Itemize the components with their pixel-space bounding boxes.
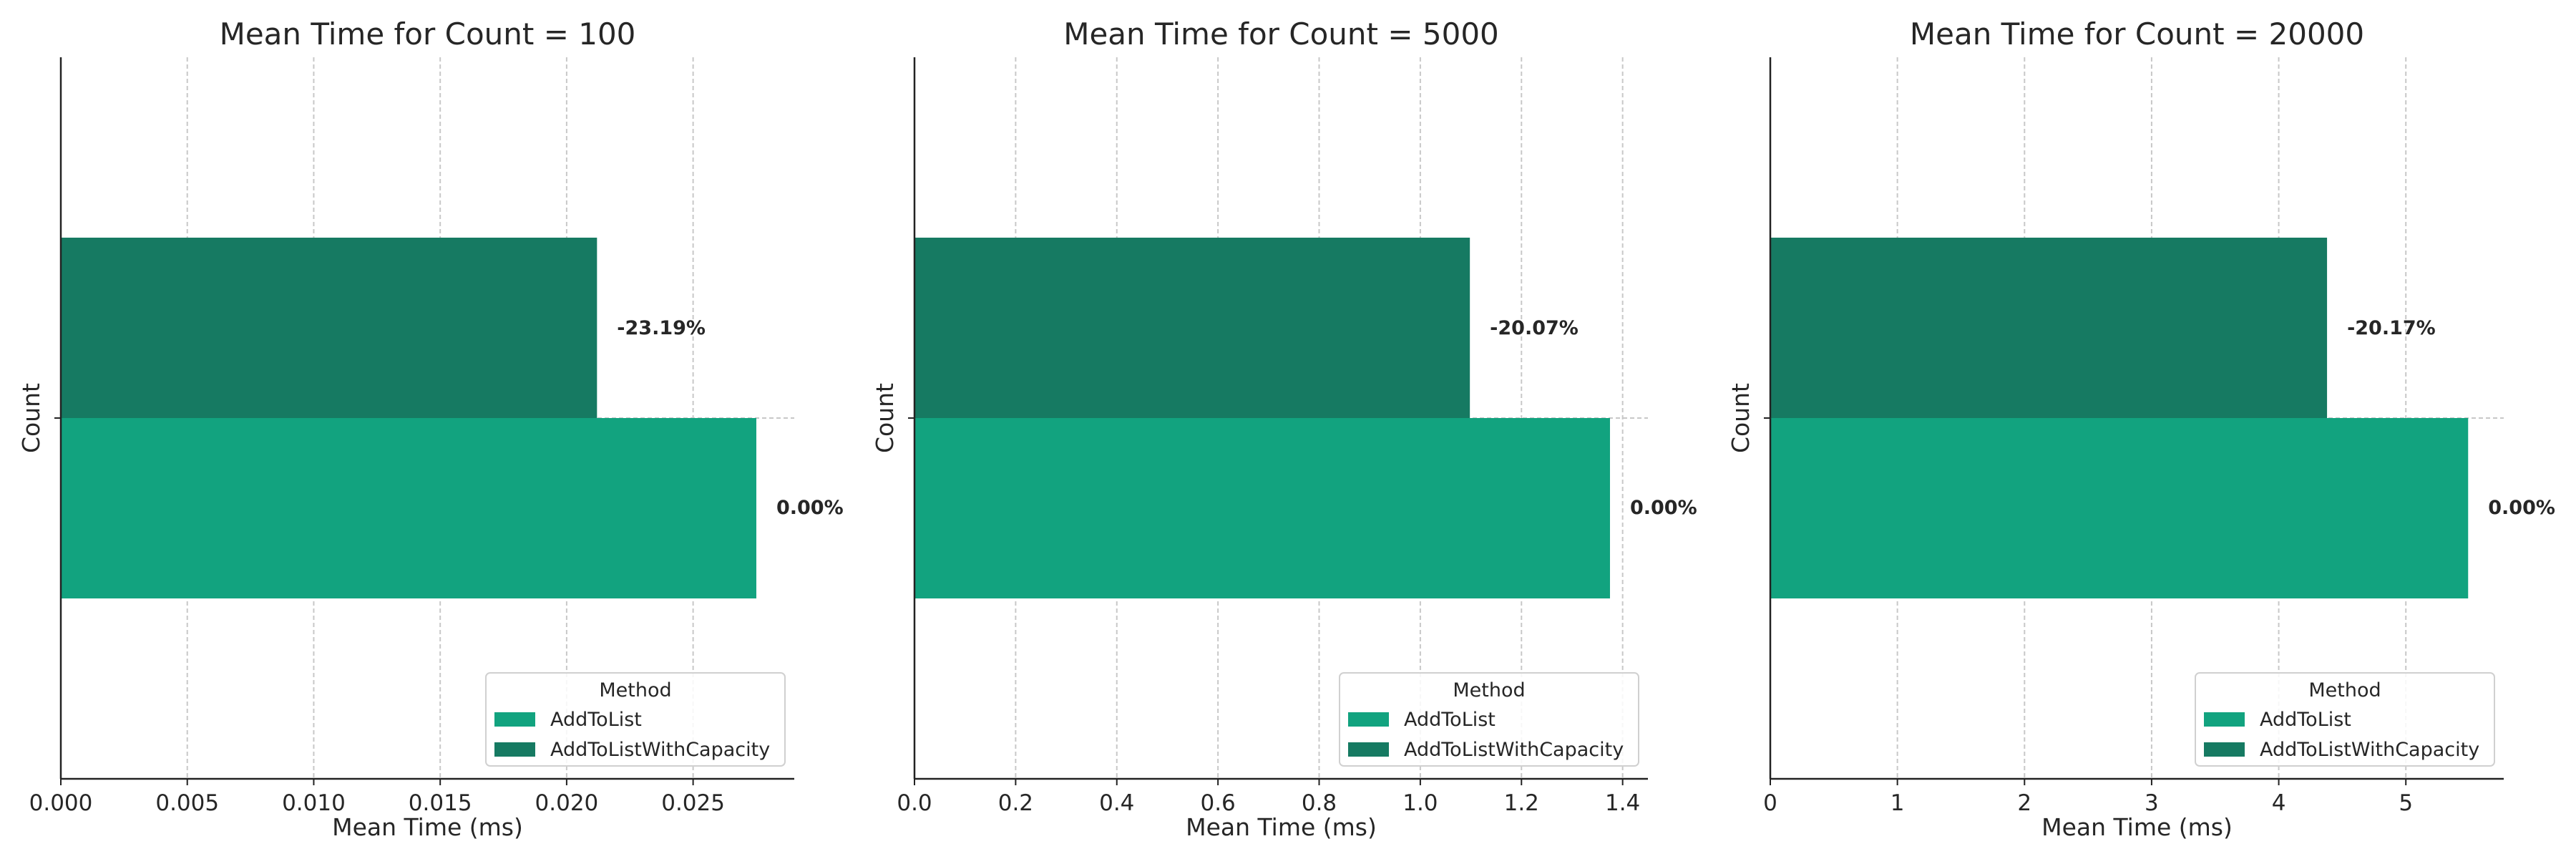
x-tick-label: 0.000 <box>29 790 93 816</box>
legend-box <box>485 672 786 767</box>
data-label: 0.00% <box>2488 497 2555 519</box>
chart-title: Mean Time for Count = 5000 <box>1063 16 1499 52</box>
x-tick-label: 0.6 <box>1200 790 1235 816</box>
x-tick-label: 0.020 <box>535 790 599 816</box>
bar-addtolistwithcapacity <box>1770 238 2328 418</box>
chart-panel-2: -20.07% 0.00% 0.0 0.2 0.4 0.6 0.8 1.0 1.2 1.4 Mean… <box>871 16 1697 841</box>
legend: Method AddToList AddToListWithCapacity <box>485 672 786 767</box>
legend-swatch-addtolist <box>1348 712 1389 727</box>
legend-label: AddToList <box>2260 709 2351 731</box>
x-tick-label: 0.2 <box>998 790 1033 816</box>
bar-addtolistwithcapacity <box>914 238 1470 418</box>
data-label: -23.19% <box>617 317 706 339</box>
data-label: 0.00% <box>1630 497 1697 519</box>
x-tick-label: 1.0 <box>1402 790 1438 816</box>
x-tick-label: 0.005 <box>155 790 219 816</box>
x-tick-label: 4 <box>2272 790 2286 816</box>
x-tick-label: 0.010 <box>282 790 346 816</box>
legend-box <box>1339 672 1639 767</box>
data-label: 0.00% <box>776 497 844 519</box>
chart-panel-1: -23.19% 0.00% 0.000 0.005 0.010 0.015 0.020 0.0… <box>17 16 844 841</box>
legend-swatch-addtolistwithcapacity <box>2204 742 2245 757</box>
data-label: -20.07% <box>1490 317 1579 339</box>
chart-title: Mean Time for Count = 100 <box>220 16 636 52</box>
chart-panel-3: -20.17% 0.00% 0 1 2 3 4 5 Mean Time for Count = … <box>1727 16 2555 841</box>
x-tick-label: 1 <box>1890 790 1905 816</box>
legend: Method AddToList AddToListWithCapacity <box>2195 672 2495 767</box>
legend: Method AddToList AddToListWithCapacity <box>1339 672 1639 767</box>
legend-swatch-addtolistwithcapacity <box>1348 742 1389 757</box>
y-axis-label: Count <box>1727 383 1755 453</box>
bar-addtolistwithcapacity <box>61 238 597 418</box>
legend-swatch-addtolistwithcapacity <box>494 742 535 757</box>
legend-title: Method <box>599 679 671 702</box>
y-axis-label: Count <box>871 383 899 453</box>
x-tick-label: 0 <box>1763 790 1777 816</box>
x-tick-label: 1.2 <box>1504 790 1539 816</box>
x-axis-label: Mean Time (ms) <box>332 813 523 841</box>
x-axis-label: Mean Time (ms) <box>1186 813 1377 841</box>
chart-title: Mean Time for Count = 20000 <box>1910 16 2364 52</box>
legend-label: AddToListWithCapacity <box>1404 739 1624 761</box>
legend-label: AddToListWithCapacity <box>550 739 770 761</box>
x-tick-label: 0.4 <box>1099 790 1134 816</box>
legend-label: AddToListWithCapacity <box>2260 739 2479 761</box>
bar-addtolist <box>61 418 756 598</box>
legend-label: AddToList <box>550 709 642 731</box>
legend-label: AddToList <box>1404 709 1496 731</box>
x-axis-label: Mean Time (ms) <box>2041 813 2233 841</box>
legend-title: Method <box>1453 679 1525 702</box>
x-tick-label: 3 <box>2145 790 2159 816</box>
legend-swatch-addtolist <box>494 712 535 727</box>
legend-title: Method <box>2308 679 2381 702</box>
x-tick-label: 0.8 <box>1302 790 1337 816</box>
x-tick-label: 2 <box>2017 790 2031 816</box>
bar-addtolist <box>914 418 1610 598</box>
x-tick-label: 0.015 <box>409 790 472 816</box>
data-label: -20.17% <box>2347 317 2436 339</box>
x-tick-label: 1.4 <box>1605 790 1640 816</box>
legend-box <box>2195 672 2495 767</box>
x-tick-label: 0.0 <box>897 790 932 816</box>
bar-addtolist <box>1770 418 2469 598</box>
y-axis-label: Count <box>17 383 45 453</box>
legend-swatch-addtolist <box>2204 712 2245 727</box>
x-tick-label: 0.025 <box>661 790 725 816</box>
x-tick-label: 5 <box>2399 790 2413 816</box>
